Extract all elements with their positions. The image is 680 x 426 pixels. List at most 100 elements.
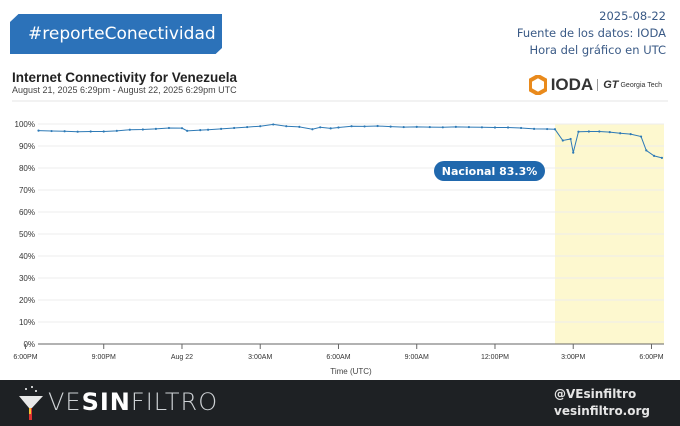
- data-point: [553, 128, 557, 131]
- data-point: [454, 125, 457, 128]
- annotation-label: Nacional 83.3%: [442, 165, 538, 178]
- data-point: [350, 125, 353, 128]
- data-point: [441, 126, 444, 129]
- data-point: [546, 127, 549, 131]
- data-point: [619, 132, 622, 135]
- data-point: [506, 126, 510, 129]
- data-point: [89, 130, 92, 133]
- x-tick-label: 9:00PM: [92, 354, 116, 361]
- data-point: [63, 130, 66, 133]
- data-point: [37, 129, 40, 132]
- data-point: [298, 125, 301, 128]
- data-point: [608, 131, 611, 134]
- social-links: @VEsinfiltro vesinfiltro.org: [554, 386, 650, 420]
- data-point: [337, 126, 340, 129]
- data-point: [319, 126, 322, 129]
- data-point: [561, 139, 564, 142]
- data-point: [493, 126, 497, 129]
- x-tick-label: 3:00AM: [248, 354, 272, 361]
- y-tick-label: 90%: [19, 142, 35, 151]
- x-tick-label: 3:00PM: [561, 354, 585, 361]
- x-tick-label: 6:00AM: [326, 354, 350, 361]
- data-point: [645, 149, 648, 152]
- georgia-tech-text: Georgia Tech: [620, 81, 662, 89]
- data-point: [652, 154, 656, 157]
- y-tick-label: 0%: [23, 340, 35, 349]
- x-tick-label: 6:00PM: [639, 354, 663, 361]
- data-point: [402, 125, 405, 129]
- y-tick-label: 70%: [19, 186, 35, 195]
- data-point: [376, 124, 379, 128]
- data-point: [285, 125, 288, 128]
- x-tick-label: 12:00PM: [481, 354, 509, 361]
- data-point: [115, 129, 118, 132]
- website-link[interactable]: vesinfiltro.org: [554, 404, 650, 418]
- data-point: [639, 135, 643, 138]
- report-meta: 2025-08-22 Fuente de los datos: IODA Hor…: [517, 8, 666, 59]
- data-point: [186, 129, 189, 132]
- data-point: [660, 156, 664, 159]
- x-axis-label: Time (UTC): [330, 367, 372, 376]
- annotation-badge: [434, 161, 545, 181]
- y-tick-label: 10%: [19, 318, 35, 327]
- y-tick-label: 20%: [19, 296, 35, 305]
- y-tick-label: 50%: [19, 230, 35, 239]
- data-point: [533, 127, 536, 130]
- brand-bold: SIN: [81, 388, 131, 416]
- data-source: Fuente de los datos: IODA: [516, 26, 666, 40]
- x-tick-label: Aug 22: [171, 354, 193, 361]
- georgia-tech-logo: GT Georgia Tech: [597, 79, 662, 91]
- brand-wordmark: VESINFILTRO: [48, 388, 218, 416]
- funnel-logo-icon: [19, 386, 43, 420]
- y-tick-label: 80%: [19, 164, 35, 173]
- x-tick-label: 9:00AM: [405, 354, 429, 361]
- y-tick-label: 30%: [19, 274, 35, 283]
- data-point: [519, 126, 523, 130]
- data-point: [206, 128, 210, 131]
- ioda-logo: IODA GT Georgia Tech: [528, 75, 662, 95]
- report-date: 2025-08-22: [599, 9, 666, 23]
- data-point: [467, 125, 470, 129]
- connectivity-chart: 0% 10% 20% 30% 40% 50% 60% 70% 80% 90% 100% 6:00PM 9…: [12, 100, 668, 376]
- data-point: [128, 128, 131, 131]
- data-point: [50, 129, 53, 133]
- y-tick-label: 40%: [19, 252, 35, 261]
- data-point: [167, 126, 171, 130]
- brand-prefix: VE: [48, 388, 82, 416]
- data-point: [76, 130, 79, 133]
- footer: VESINFILTRO @VEsinfiltro vesinfiltro.org: [0, 380, 680, 426]
- data-point: [259, 125, 262, 128]
- data-point: [415, 125, 418, 128]
- x-tick-label: 6:00PM: [13, 354, 37, 361]
- data-point: [311, 128, 314, 131]
- ioda-logo-text: IODA: [550, 75, 594, 94]
- data-point: [329, 127, 332, 130]
- chart-subtitle: August 21, 2025 6:29pm - August 22, 2025…: [12, 85, 237, 95]
- data-point: [598, 130, 601, 133]
- data-point: [180, 127, 184, 130]
- data-point: [480, 126, 484, 129]
- data-point: [154, 127, 157, 130]
- data-point: [272, 123, 275, 126]
- data-point: [233, 126, 236, 130]
- data-point: [246, 125, 249, 129]
- twitter-handle[interactable]: @VEsinfiltro: [554, 387, 637, 401]
- data-point: [587, 130, 590, 133]
- y-tick-label: 100%: [15, 120, 35, 129]
- data-point: [577, 130, 580, 133]
- y-tick-label: 60%: [19, 208, 35, 217]
- brand-suffix: FILTRO: [130, 388, 219, 416]
- data-point: [363, 125, 366, 128]
- timezone-note: Hora del gráfico en UTC: [529, 43, 667, 57]
- chart-title: Internet Connectivity for Venezuela: [12, 70, 238, 85]
- data-point: [572, 151, 575, 154]
- data-point: [428, 125, 431, 129]
- ioda-hexagon-icon: [528, 75, 547, 95]
- data-point: [141, 128, 144, 131]
- data-point: [569, 137, 572, 141]
- series-line: [38, 123, 663, 159]
- data-point: [199, 129, 202, 132]
- data-point: [389, 125, 392, 128]
- data-point: [102, 130, 105, 133]
- data-point: [220, 127, 223, 130]
